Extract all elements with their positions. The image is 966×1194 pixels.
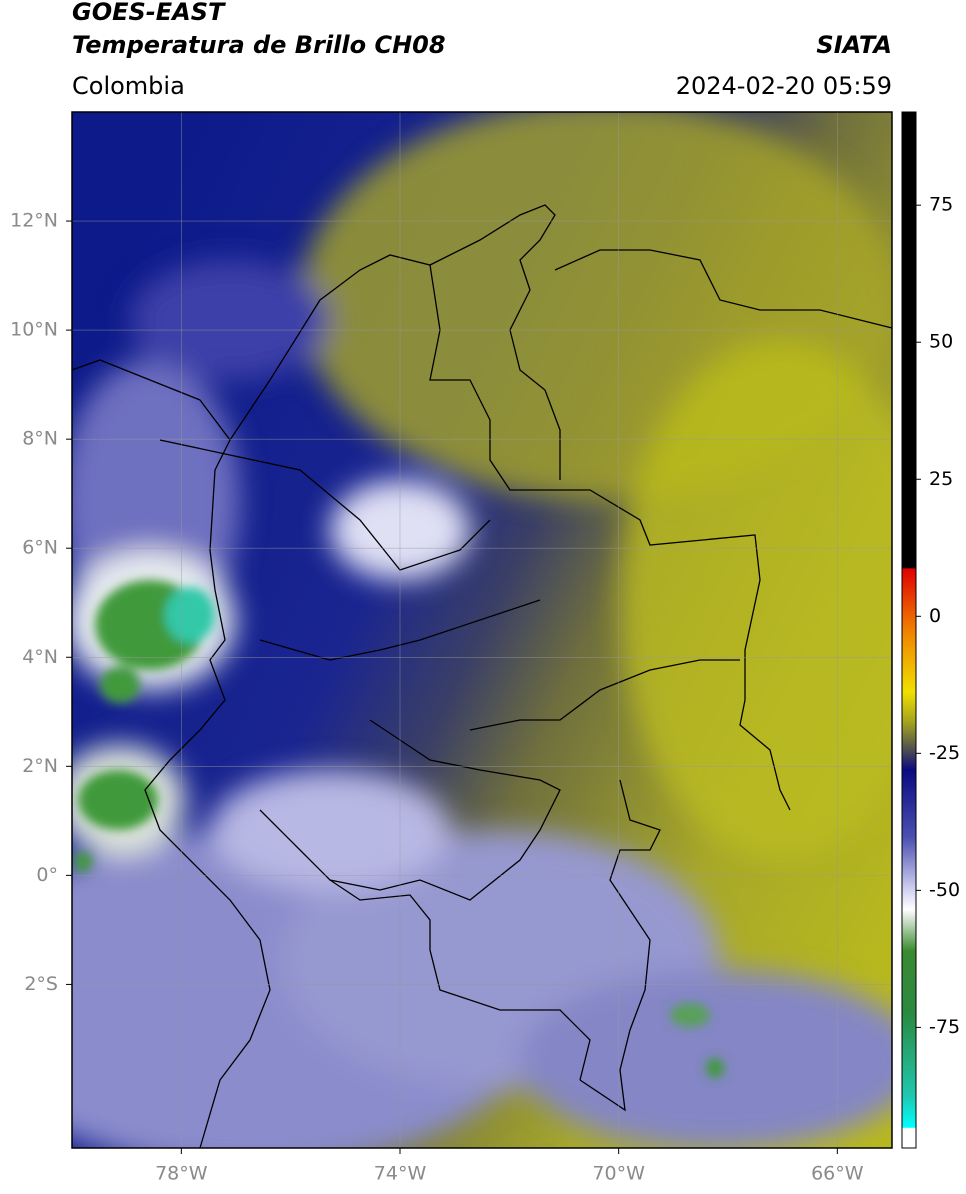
y-tick-label: 8°N [22,428,58,450]
y-tick-label: 0° [36,864,58,886]
title: GOES-EAST [72,0,226,26]
y-tick-label: 10°N [10,319,58,341]
colorbar-tick-label: 75 [929,194,953,216]
y-tick-label: 2°N [22,755,58,777]
map-frame [71,111,893,1149]
x-tick-label: 74°W [374,1163,427,1185]
y-tick-label: 6°N [22,537,58,559]
x-tick-label: 78°W [155,1163,208,1185]
y-tick-label: 4°N [22,646,58,668]
source: SIATA [816,31,892,59]
colorbar-tick-label: 50 [929,331,953,353]
region: Colombia [72,72,185,100]
satellite-image [72,112,892,1148]
colorbar-tick-label: -50 [929,879,960,901]
colorbar [901,111,917,1149]
x-tick-label: 66°W [811,1163,864,1185]
subtitle: Temperatura de Brillo CH08 [72,31,446,59]
colorbar-tick-label: 25 [929,468,953,490]
y-tick-label: 2°S [24,973,58,995]
colorbar-tick-label: -25 [929,742,960,764]
datetime: 2024-02-20 05:59 [676,72,892,100]
colorbar-tick-label: -75 [929,1016,960,1038]
x-tick-label: 70°W [592,1163,645,1185]
colorbar-tick-label: 0 [929,605,941,627]
y-tick-label: 12°N [10,210,58,232]
